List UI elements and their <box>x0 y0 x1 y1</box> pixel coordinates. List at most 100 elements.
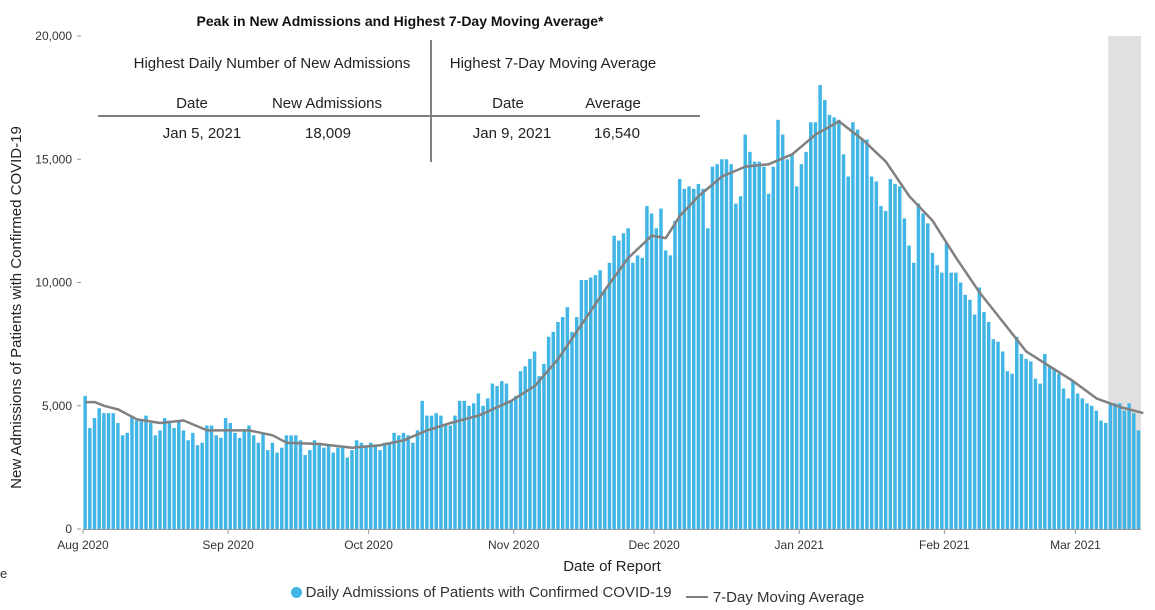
daily-admissions-bar <box>635 255 640 529</box>
daily-admissions-bar <box>588 277 593 529</box>
daily-admissions-bar <box>785 159 790 529</box>
daily-admissions-bar <box>247 425 251 529</box>
y-tick-label: 20,000 <box>35 29 72 43</box>
daily-admissions-bar <box>411 442 415 529</box>
daily-admissions-bar <box>1089 405 1094 529</box>
daily-admissions-bar <box>88 427 92 529</box>
daily-admissions-bar <box>223 418 228 529</box>
moving-average-line <box>85 120 1144 449</box>
daily-admissions-bar <box>780 134 785 529</box>
daily-admissions-bar <box>336 447 340 529</box>
daily-admissions-bar <box>846 176 850 529</box>
daily-admissions-bar <box>448 425 453 529</box>
left-col-admissions: New Admissions <box>272 95 382 112</box>
daily-admissions-bar <box>1085 403 1089 529</box>
y-tick-label: 0 <box>65 522 72 536</box>
y-axis-title: New Admissions of Patients with Confirme… <box>8 126 25 489</box>
daily-admissions-bar <box>167 420 172 529</box>
legend: Daily Admissions of Patients with Confir… <box>0 584 1155 606</box>
daily-admissions-bar <box>603 289 607 529</box>
daily-admissions-bar <box>298 440 303 529</box>
daily-admissions-bar <box>1117 403 1122 529</box>
daily-admissions-bar <box>359 442 364 529</box>
daily-admissions-bar <box>148 423 153 529</box>
daily-admissions-bar <box>935 265 939 529</box>
daily-admissions-bar <box>1057 373 1061 529</box>
daily-admissions-bar <box>1043 353 1047 529</box>
daily-admissions-bar <box>1136 430 1141 529</box>
daily-admissions-bar <box>233 432 237 529</box>
daily-admissions-bar <box>757 161 762 529</box>
daily-admissions-bar <box>83 395 87 529</box>
legend-item-daily[interactable]: Daily Admissions of Patients with Confir… <box>290 584 672 601</box>
daily-admissions-bar <box>425 415 429 529</box>
daily-admissions-bar <box>303 455 307 529</box>
daily-admissions-bar <box>888 178 893 529</box>
daily-admissions-bar <box>383 442 387 529</box>
daily-admissions-bar <box>607 262 612 529</box>
legend-item-average[interactable]: 7-Day Moving Average <box>680 589 864 606</box>
right-col-average: Average <box>585 95 641 112</box>
daily-admissions-bar <box>823 100 827 529</box>
x-tick-label: Jan 2021 <box>775 538 825 552</box>
daily-admissions-bar <box>153 435 158 529</box>
y-tick-label: 5,000 <box>42 399 72 413</box>
daily-admissions-bar <box>312 440 317 529</box>
daily-admissions-bar <box>921 213 925 530</box>
daily-admissions-bar <box>401 432 406 529</box>
daily-admissions-bar <box>523 366 527 529</box>
daily-admissions-bar <box>954 272 958 529</box>
daily-admissions-bar <box>111 413 115 529</box>
daily-admissions-bar <box>701 188 705 529</box>
x-tick-label: Aug 2020 <box>57 538 109 552</box>
right-header: Highest 7-Day Moving Average <box>450 55 657 72</box>
daily-admissions-bar <box>710 166 715 529</box>
daily-admissions-bar <box>378 450 382 529</box>
daily-admissions-bar <box>645 206 649 529</box>
daily-admissions-bar <box>673 220 677 529</box>
daily-admissions-bar <box>1061 388 1066 529</box>
daily-admissions-bar <box>275 452 279 529</box>
daily-admissions-bar <box>181 430 186 529</box>
daily-admissions-bar <box>963 294 967 529</box>
daily-admissions-bar <box>162 418 167 529</box>
daily-admissions-bar <box>322 447 326 529</box>
daily-admissions-bar <box>640 257 644 529</box>
daily-admissions-bar <box>631 262 635 529</box>
peak-date-value: Jan 5, 2021 <box>163 125 241 142</box>
daily-admissions-bar <box>1103 423 1108 529</box>
x-tick-label: Dec 2020 <box>628 538 680 552</box>
daily-admissions-bar <box>1024 358 1028 529</box>
daily-admissions-bar <box>799 164 804 529</box>
truncated-label: e <box>0 566 8 581</box>
daily-admissions-bar <box>1066 398 1070 529</box>
x-tick-label: Mar 2021 <box>1050 538 1101 552</box>
daily-admissions-bar <box>261 432 265 529</box>
daily-admissions-bar <box>546 336 551 529</box>
daily-admissions-bar <box>415 430 420 529</box>
daily-admissions-bar <box>500 381 504 529</box>
daily-admissions-bar <box>406 435 410 529</box>
bar-series <box>83 85 1141 530</box>
daily-admissions-bar <box>579 280 584 529</box>
peak-summary-table: Peak in New Admissions and Highest 7-Day… <box>98 13 700 162</box>
daily-admissions-bar <box>308 450 312 529</box>
daily-admissions-bar <box>865 139 869 529</box>
daily-admissions-bar <box>481 405 485 529</box>
daily-admissions-bar <box>663 250 668 529</box>
daily-admissions-bar <box>139 420 144 529</box>
daily-admissions-bar <box>626 228 630 529</box>
daily-admissions-bar <box>354 440 359 529</box>
daily-admissions-bar <box>434 413 438 529</box>
daily-admissions-bar <box>556 321 560 529</box>
daily-admissions-bar <box>364 445 368 529</box>
daily-admissions-bar <box>654 228 659 529</box>
daily-admissions-bar <box>790 154 794 529</box>
x-axis: Aug 2020 Sep 2020 Oct 2020 Nov 2020 Dec 2020… <box>57 529 1101 552</box>
daily-admissions-bar <box>542 363 546 529</box>
daily-admissions-bar <box>832 117 836 529</box>
daily-admissions-bar <box>256 442 261 529</box>
daily-admissions-bar <box>209 425 214 529</box>
daily-admissions-bar <box>841 154 846 529</box>
daily-admissions-bar <box>1038 383 1042 529</box>
